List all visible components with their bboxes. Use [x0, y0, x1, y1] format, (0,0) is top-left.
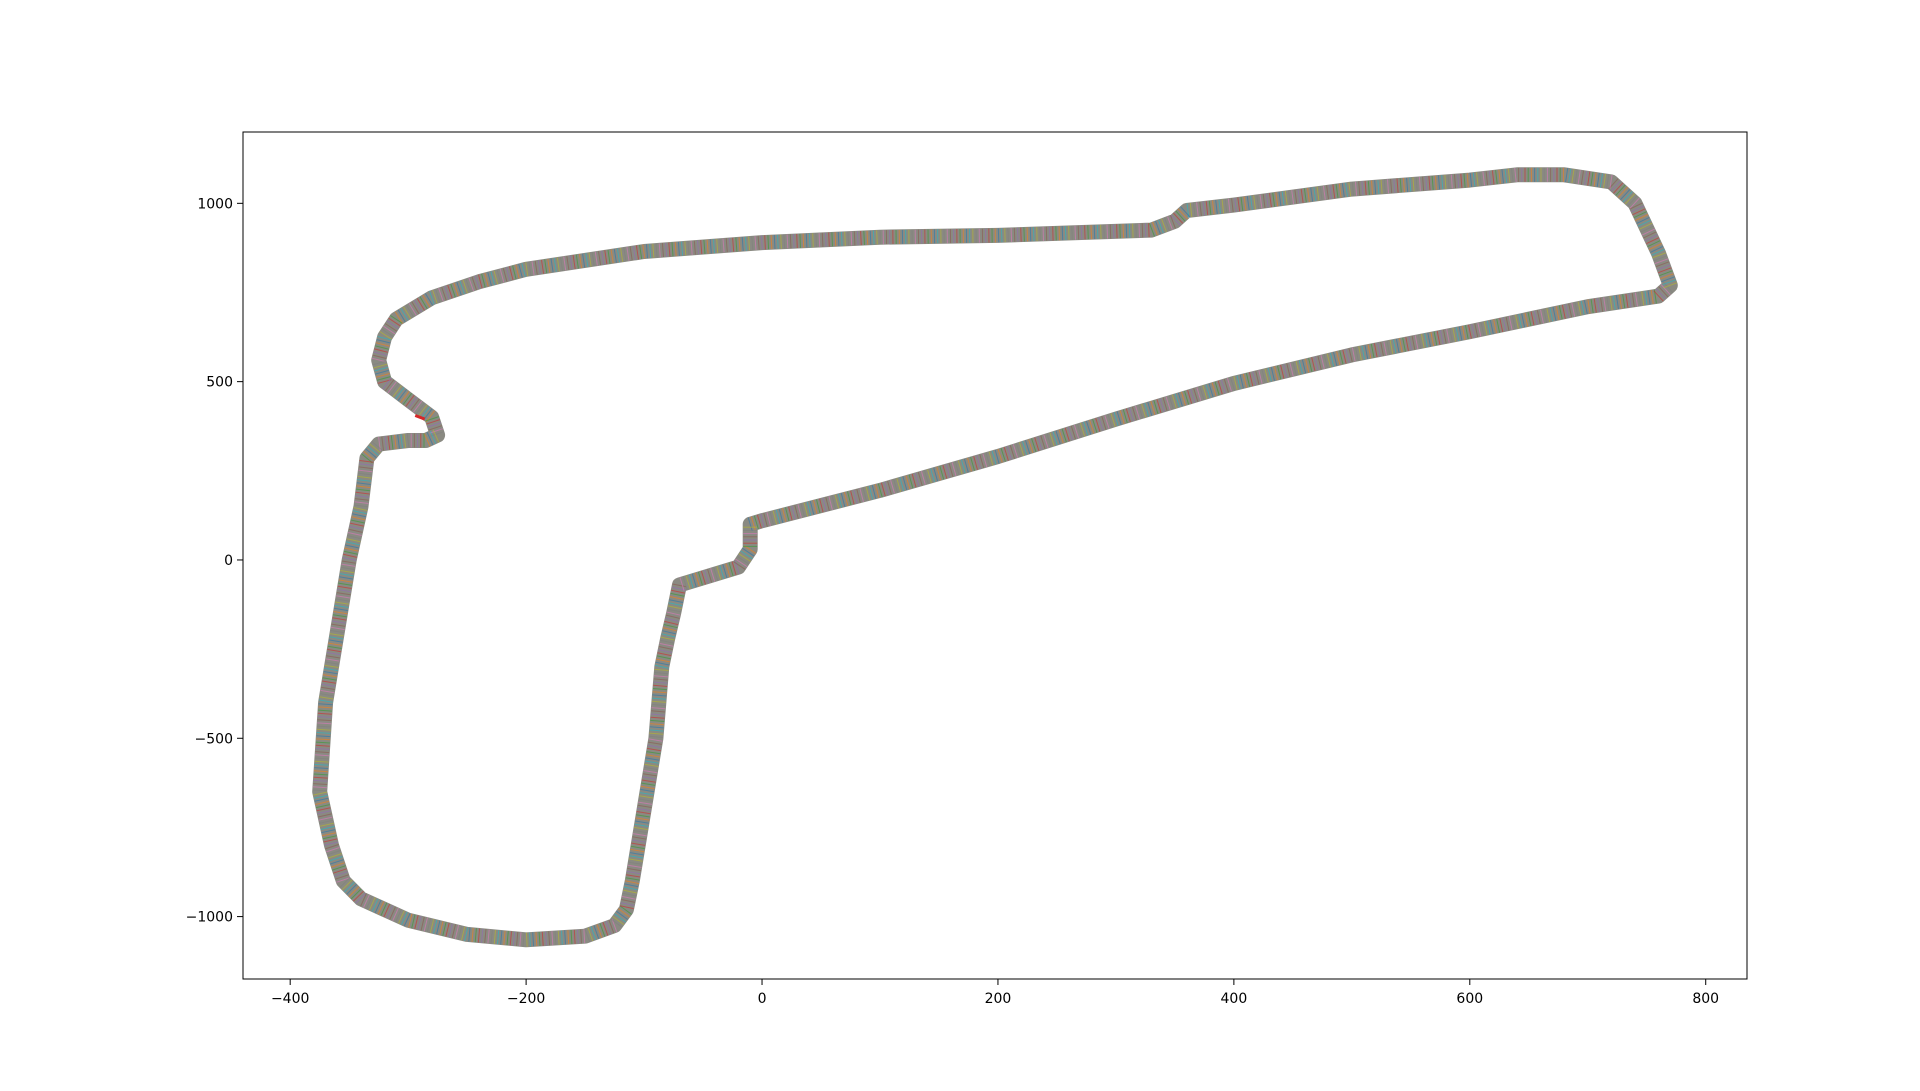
y-tick-label: 0	[224, 553, 233, 569]
track-section	[787, 234, 788, 248]
x-tick-label: 400	[1221, 991, 1248, 1007]
track-section	[1072, 226, 1073, 240]
track-section	[803, 234, 804, 248]
track-section	[1123, 224, 1124, 238]
track-section	[784, 235, 785, 249]
track-section	[842, 232, 843, 246]
track-section	[781, 235, 782, 249]
track-section	[851, 232, 852, 246]
track-section	[1062, 226, 1063, 240]
track-section	[1101, 225, 1102, 239]
y-tick-label: −500	[195, 731, 233, 747]
track-section	[1126, 224, 1127, 238]
track-section	[806, 234, 807, 248]
track-section	[848, 232, 849, 246]
y-tick-label: 1000	[197, 196, 233, 212]
track-section	[877, 230, 878, 244]
track-section	[1142, 223, 1143, 237]
track-section	[1145, 223, 1146, 237]
track-section	[832, 232, 833, 246]
x-tick-label: −200	[507, 991, 545, 1007]
track-section	[1133, 224, 1134, 238]
track-section	[771, 235, 772, 249]
track-section	[835, 232, 836, 246]
track-section	[1088, 225, 1089, 239]
track-section	[1005, 228, 1006, 242]
track-section	[800, 234, 801, 248]
track-section	[1018, 228, 1019, 242]
track-section	[1021, 228, 1022, 242]
track-section	[822, 233, 823, 247]
track-section	[1113, 224, 1114, 238]
track-section	[1136, 224, 1137, 238]
y-tick-label: −1000	[186, 910, 233, 926]
track-section	[873, 231, 874, 245]
track-section	[1107, 225, 1108, 239]
track-section	[1094, 225, 1095, 239]
track-section	[1011, 228, 1012, 242]
track-section	[1117, 224, 1118, 238]
track-section	[861, 231, 862, 245]
track-section	[1014, 228, 1015, 242]
track-section	[870, 231, 871, 245]
track-section	[1149, 223, 1150, 237]
track-section	[998, 228, 999, 242]
track-section	[1030, 227, 1031, 241]
track-section	[797, 234, 798, 248]
track-section	[1027, 227, 1028, 241]
track-section	[1034, 227, 1035, 241]
x-tick-label: −400	[271, 991, 309, 1007]
track-section	[845, 232, 846, 246]
track-section	[854, 231, 855, 245]
x-tick-label: 0	[758, 991, 767, 1007]
track-section	[1097, 225, 1098, 239]
track-section	[838, 232, 839, 246]
track-section	[778, 235, 779, 249]
track-section	[1075, 226, 1076, 240]
track-section	[816, 233, 817, 247]
track-section	[1120, 224, 1121, 238]
track-section	[1056, 226, 1057, 240]
track-section	[829, 233, 830, 247]
track-section	[1091, 225, 1092, 239]
track-section	[1104, 225, 1105, 239]
track-section	[774, 235, 775, 249]
y-tick-label: 500	[206, 375, 233, 391]
track-section	[857, 231, 858, 245]
x-tick-label: 800	[1692, 991, 1719, 1007]
x-tick-label: 200	[985, 991, 1012, 1007]
track-section	[1129, 224, 1130, 238]
track-section	[1069, 226, 1070, 240]
track-section	[1002, 228, 1003, 242]
track-section	[810, 233, 811, 247]
track-section	[768, 235, 769, 249]
x-tick-label: 600	[1456, 991, 1483, 1007]
track-section	[867, 231, 868, 245]
track-section	[1085, 225, 1086, 239]
track-section	[1081, 226, 1082, 240]
track-section	[819, 233, 820, 247]
track-section	[1139, 224, 1140, 238]
track-section	[1024, 228, 1025, 242]
track-section	[794, 234, 795, 248]
track-section	[1078, 226, 1079, 240]
track-section	[1110, 225, 1111, 239]
track-section	[790, 234, 791, 248]
track-section	[1065, 226, 1066, 240]
track-section	[765, 235, 766, 249]
track-section	[813, 233, 814, 247]
track-section	[1008, 228, 1009, 242]
track-section	[826, 233, 827, 247]
track-section	[1059, 226, 1060, 240]
track-section	[864, 231, 865, 245]
